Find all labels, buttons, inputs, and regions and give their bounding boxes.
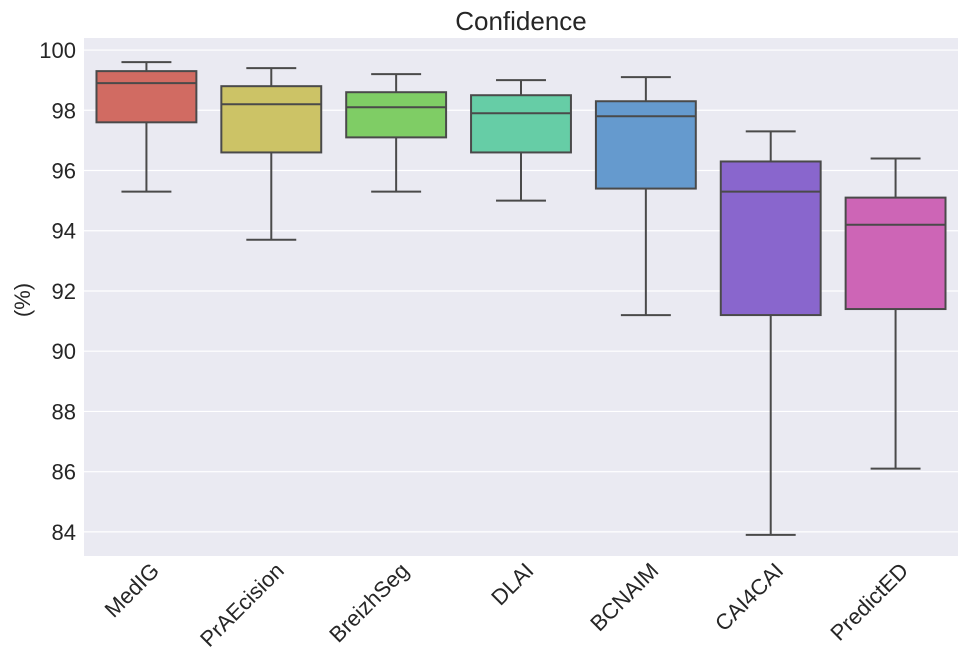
iqr-box <box>470 94 572 154</box>
box-breizhseg <box>345 73 448 193</box>
iqr-box <box>95 70 198 124</box>
chart-title: Confidence <box>455 6 587 36</box>
iqr-box <box>844 196 947 311</box>
y-tick-label: 98 <box>52 98 76 123</box>
box-dlai <box>470 79 572 202</box>
iqr-box <box>719 160 822 317</box>
y-tick-label: 86 <box>52 460 76 485</box>
iqr-box <box>594 100 697 190</box>
box-praecision <box>220 67 323 241</box>
x-tick-label: BCNAIM <box>585 558 663 636</box>
x-tick-label: MedIG <box>100 558 164 622</box>
x-tick-label: PredictED <box>825 558 913 646</box>
x-axis-ticks: MedIG PrAEcision BreizhSeg DLAI BCNAIM CAI4CA… <box>100 558 914 652</box>
y-tick-label: 100 <box>39 38 76 63</box>
y-axis-label: (%) <box>10 283 35 317</box>
box-medig <box>95 61 198 193</box>
y-tick-label: 84 <box>52 520 76 545</box>
x-tick-label: CAI4CAI <box>710 558 788 636</box>
box-series <box>95 61 947 536</box>
x-tick-label: PrAEcision <box>195 558 289 652</box>
iqr-box <box>220 85 323 154</box>
box-bcnaim <box>594 76 697 317</box>
y-tick-label: 92 <box>52 279 76 304</box>
iqr-box <box>345 91 448 139</box>
y-tick-label: 94 <box>52 219 76 244</box>
y-tick-label: 88 <box>52 399 76 424</box>
x-tick-label: BreizhSeg <box>324 558 413 647</box>
y-axis-ticks: 84 86 88 90 92 94 96 98 100 <box>39 38 76 545</box>
x-tick-label: DLAI <box>486 558 538 610</box>
y-tick-label: 90 <box>52 339 76 364</box>
box-predicted <box>844 157 947 470</box>
box-cai4cai <box>719 130 822 536</box>
y-tick-label: 96 <box>52 159 76 184</box>
